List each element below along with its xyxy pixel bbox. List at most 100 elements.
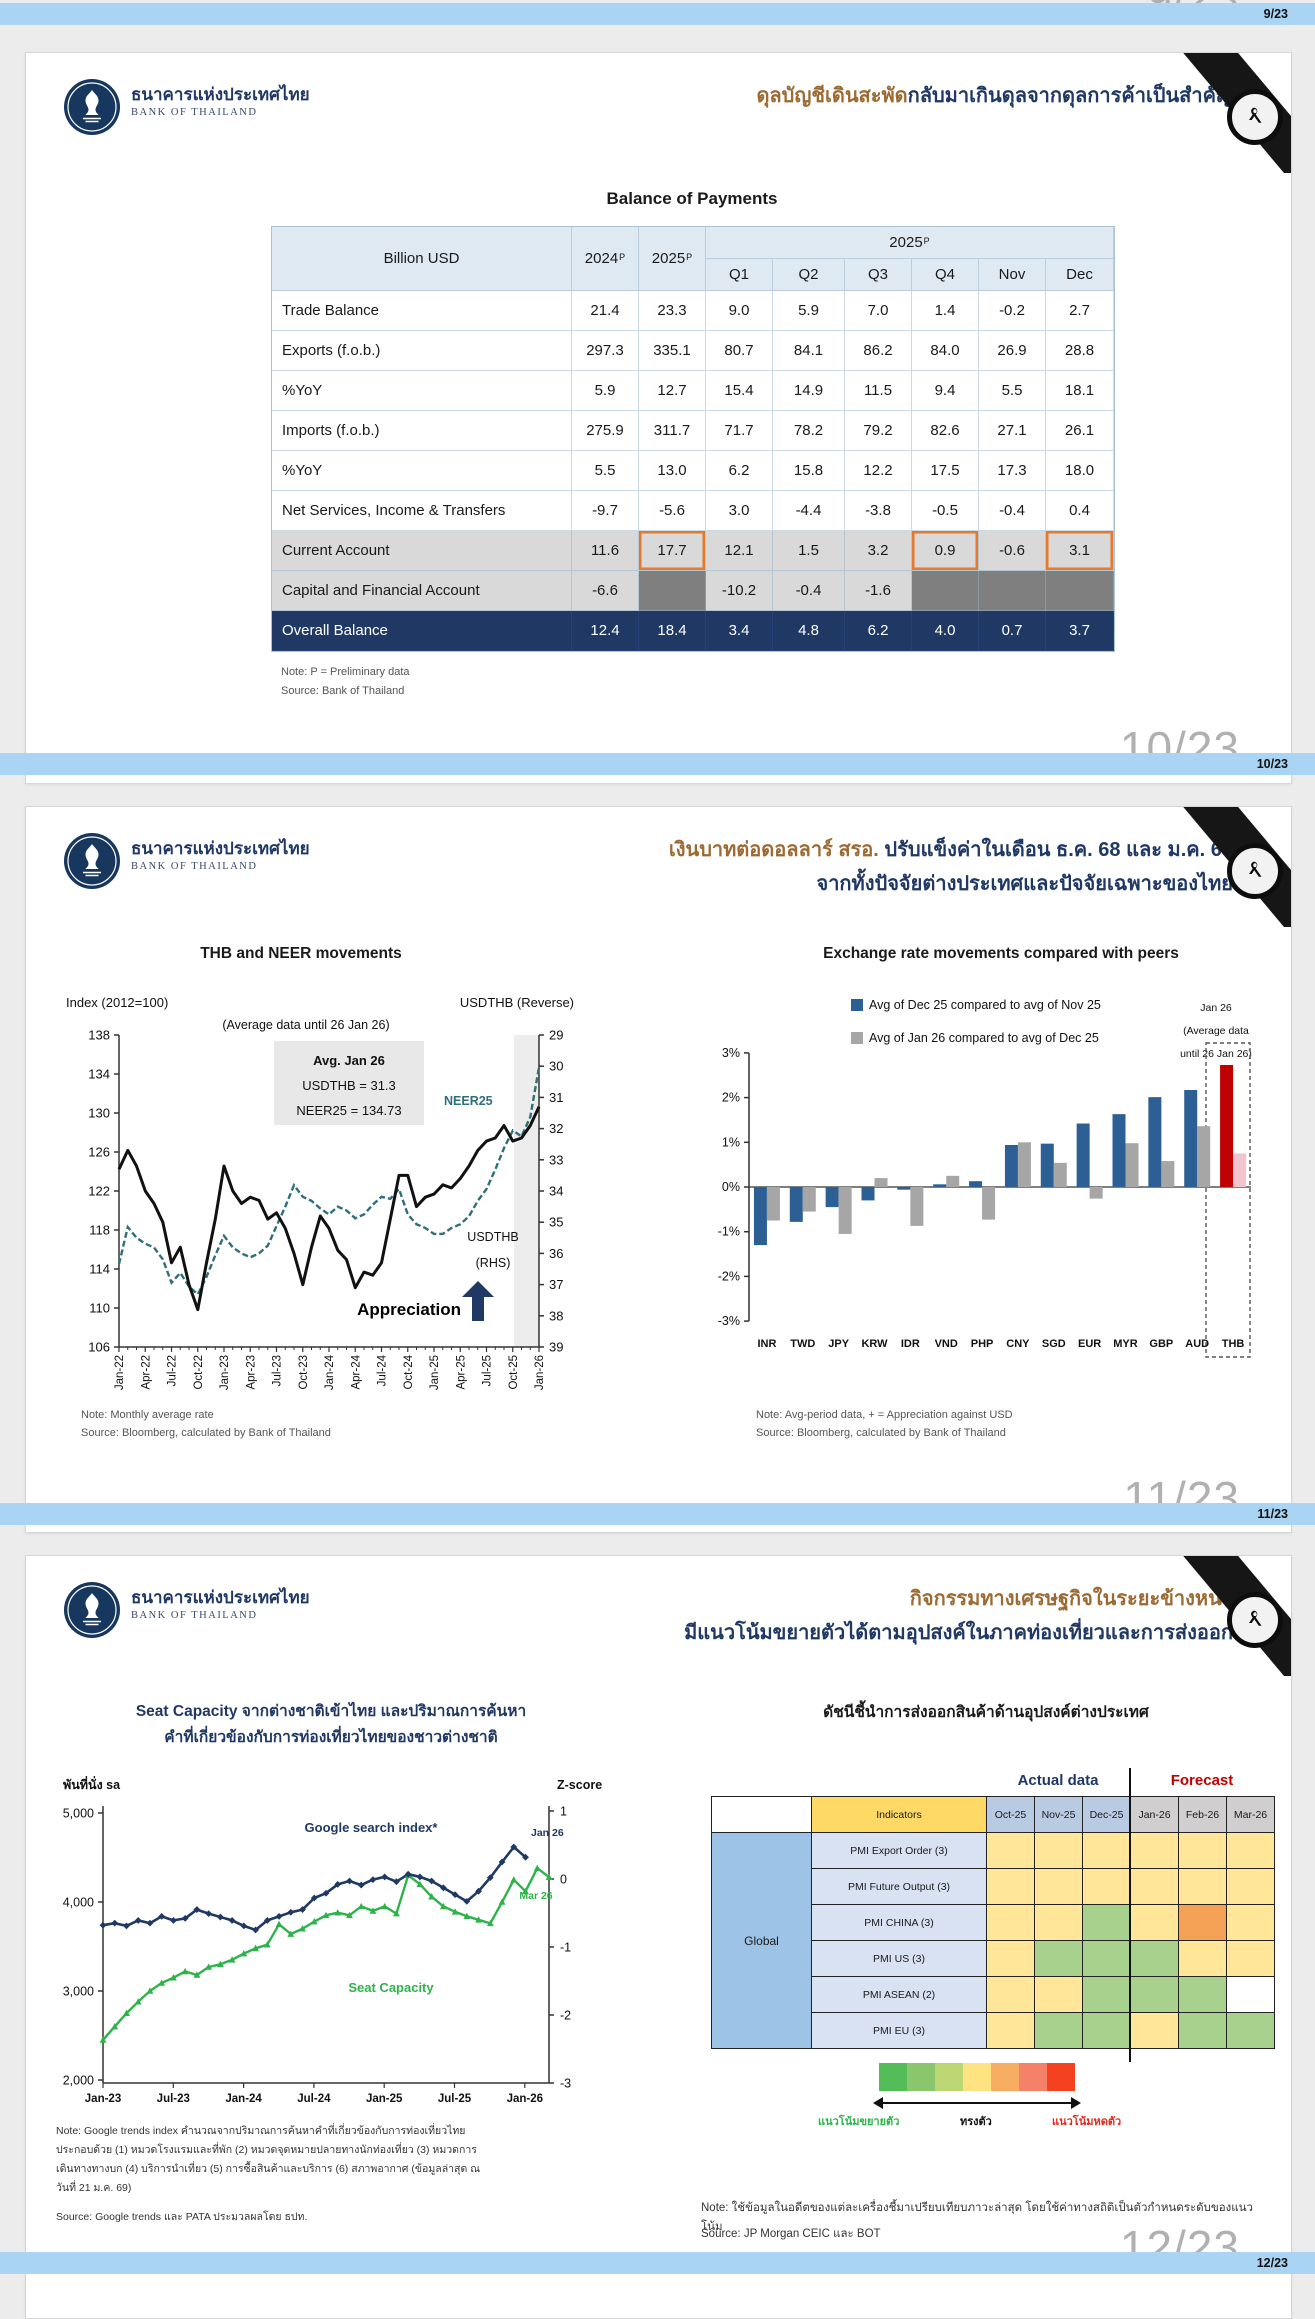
heatmap-data-cell xyxy=(1227,1905,1275,1941)
slide10-title-brown: เงินบาทต่อดอลลาร์ สรอ. xyxy=(668,839,879,861)
fx-chart-note: Note: Avg-period data, + = Appreciation … xyxy=(756,1409,1013,1421)
svg-text:Seat Capacity: Seat Capacity xyxy=(348,1980,434,1995)
slide-page-11: ธนาคารแห่งประเทศไทย BANK OF THAILAND กิจ… xyxy=(25,1555,1292,2319)
table-value-cell: 6.2 xyxy=(706,451,773,491)
heatmap-forecast-label: Forecast xyxy=(1170,1772,1234,1789)
svg-text:Apr-22: Apr-22 xyxy=(140,1355,152,1390)
row-label: Capital and Financial Account xyxy=(272,571,572,611)
table-value-cell: 6.2 xyxy=(845,611,912,651)
slide9-title: ดุลบัญชีเดินสะพัดกลับมาเกินดุลจากดุลการค… xyxy=(283,85,1233,107)
seat-chart-note: Note: Google trends index คำนวณจากปริมาณ… xyxy=(56,2122,506,2198)
table-value-cell: 12.4 xyxy=(572,611,639,651)
svg-text:Oct-24: Oct-24 xyxy=(403,1354,415,1389)
svg-text:Oct-22: Oct-22 xyxy=(193,1355,205,1390)
heatmap-data-cell xyxy=(1035,1977,1083,2013)
table-value-cell: 5.5 xyxy=(572,451,639,491)
table-value-cell: 84.0 xyxy=(912,331,979,371)
heatmap-month-header: Oct-25 xyxy=(987,1797,1035,1833)
svg-text:Oct-23: Oct-23 xyxy=(298,1355,310,1390)
heatmap-indicator-label: PMI ASEAN (2) xyxy=(812,1977,987,2013)
svg-text:Jul-23: Jul-23 xyxy=(157,2093,190,2105)
table-value-cell: -4.4 xyxy=(773,491,845,531)
row-label: Trade Balance xyxy=(272,291,572,331)
table-value-cell: 2.7 xyxy=(1046,291,1114,331)
row-label: %YoY xyxy=(272,371,572,411)
svg-text:2,000: 2,000 xyxy=(63,2074,94,2088)
heatmap-indicator-label: PMI US (3) xyxy=(812,1941,987,1977)
col-header-period: Q1 xyxy=(706,259,773,291)
slide9-title-navy: กลับมาเกินดุลจากดุลการค้าเป็นสำคัญ xyxy=(907,85,1233,107)
mourning-ribbon-icon xyxy=(1227,1592,1283,1648)
balance-of-payments-table: Billion USD 2024 P 2025 P 2025 P Q1 Q2 Q3 Q4 Nov Dec… xyxy=(271,226,1115,652)
table-value-cell: 0.9 xyxy=(912,531,979,571)
svg-text:EUR: EUR xyxy=(1078,1338,1101,1350)
svg-text:0%: 0% xyxy=(722,1180,740,1194)
svg-text:114: 114 xyxy=(89,1262,110,1277)
heatmap-data-cell xyxy=(1227,1869,1275,1905)
table-value-cell: 311.7 xyxy=(639,411,706,451)
table-value-cell: 18.1 xyxy=(1046,371,1114,411)
slide11-title: กิจกรรมทางเศรษฐกิจในระยะข้างหน้า มีแนวโน… xyxy=(283,1588,1233,1644)
heatmap-data-cell xyxy=(1179,1833,1227,1869)
slide9-title-brown: ดุลบัญชีเดินสะพัด xyxy=(756,85,908,107)
heatmap-source: Source: JP Morgan CEIC และ BOT xyxy=(701,2228,881,2240)
scale-swatch xyxy=(1019,2063,1047,2091)
heatmap-data-cell xyxy=(1131,1869,1179,1905)
heatmap-data-cell xyxy=(1035,1869,1083,1905)
table-value-cell: 82.6 xyxy=(912,411,979,451)
slide10-title: เงินบาทต่อดอลลาร์ สรอ. ปรับแข็งค่าในเดือ… xyxy=(283,839,1233,895)
heatmap-data-cell xyxy=(1131,1833,1179,1869)
svg-text:Apr-24: Apr-24 xyxy=(350,1354,362,1389)
heatmap-indicator-label: PMI Export Order (3) xyxy=(812,1833,987,1869)
table-value-cell: 86.2 xyxy=(845,331,912,371)
table-value-cell: 335.1 xyxy=(639,331,706,371)
svg-text:-1%: -1% xyxy=(718,1225,740,1239)
svg-text:MYR: MYR xyxy=(1113,1338,1138,1350)
table-value-cell: -6.6 xyxy=(572,571,639,611)
svg-text:106: 106 xyxy=(88,1340,110,1355)
scale-swatch xyxy=(963,2063,991,2091)
svg-text:NEER25: NEER25 xyxy=(444,1094,493,1108)
table-value-cell: -5.6 xyxy=(639,491,706,531)
col-header-billion-usd: Billion USD xyxy=(272,227,572,291)
export-indicators-heatmap: Indicators Oct-25 Nov-25 Dec-25 Jan-26 Feb-26… xyxy=(711,1796,1275,2049)
row-label: Net Services, Income & Transfers xyxy=(272,491,572,531)
svg-text:(RHS): (RHS) xyxy=(476,1256,511,1270)
svg-text:32: 32 xyxy=(549,1121,563,1136)
table-value-cell: 78.2 xyxy=(773,411,845,451)
heatmap-indicators-header: Indicators xyxy=(812,1797,987,1833)
seat-chart-source: Source: Google trends และ PATA ประมวลผลโ… xyxy=(56,2211,308,2223)
table-value-cell: 79.2 xyxy=(845,411,912,451)
heatmap-data-cell xyxy=(1179,2013,1227,2049)
table-value-cell: 9.4 xyxy=(912,371,979,411)
svg-text:Jan 26: Jan 26 xyxy=(531,1827,564,1839)
heatmap-data-cell xyxy=(1035,1833,1083,1869)
heatmap-indicator-label: PMI CHINA (3) xyxy=(812,1905,987,1941)
table-value-cell: 0.7 xyxy=(979,611,1046,651)
table-value-cell: 71.7 xyxy=(706,411,773,451)
bank-name-en: BANK OF THAILAND xyxy=(131,1610,258,1622)
svg-text:Avg of Jan 26 compared to avg: Avg of Jan 26 compared to avg of Dec 25 xyxy=(869,1031,1099,1045)
actual-forecast-divider xyxy=(1129,1768,1131,2062)
heatmap-data-cell xyxy=(1227,1941,1275,1977)
table-value-cell: 9.0 xyxy=(706,291,773,331)
table-value-cell: -0.5 xyxy=(912,491,979,531)
bank-name-en: BANK OF THAILAND xyxy=(131,861,258,873)
svg-text:NEER25 = 134.73: NEER25 = 134.73 xyxy=(296,1103,401,1118)
svg-text:Index (2012=100): Index (2012=100) xyxy=(66,995,168,1010)
svg-text:37: 37 xyxy=(549,1277,563,1292)
col-header-period: Dec xyxy=(1046,259,1114,291)
heatmap-data-cell xyxy=(987,2013,1035,2049)
svg-text:0: 0 xyxy=(560,1873,567,1887)
heatmap-indicator-label: PMI EU (3) xyxy=(812,2013,987,2049)
bank-name-th: ธนาคารแห่งประเทศไทย xyxy=(131,85,310,104)
table-value-cell: 12.1 xyxy=(706,531,773,571)
note-line: ประกอบด้วย (1) หมวดโรงแรมและที่พัก (2) ห… xyxy=(56,2144,477,2156)
table-value-cell: 3.2 xyxy=(845,531,912,571)
svg-text:Jul-24: Jul-24 xyxy=(377,1354,389,1386)
bank-of-thailand-logo xyxy=(64,833,120,889)
page-break-9: 9/23 9/23 xyxy=(0,0,1315,27)
table-value-cell: 28.8 xyxy=(1046,331,1114,371)
svg-text:Jan-23: Jan-23 xyxy=(85,2093,121,2105)
seat-chart-title: Seat Capacity จากต่างชาติเข้าไทย และปริม… xyxy=(116,1699,546,1751)
